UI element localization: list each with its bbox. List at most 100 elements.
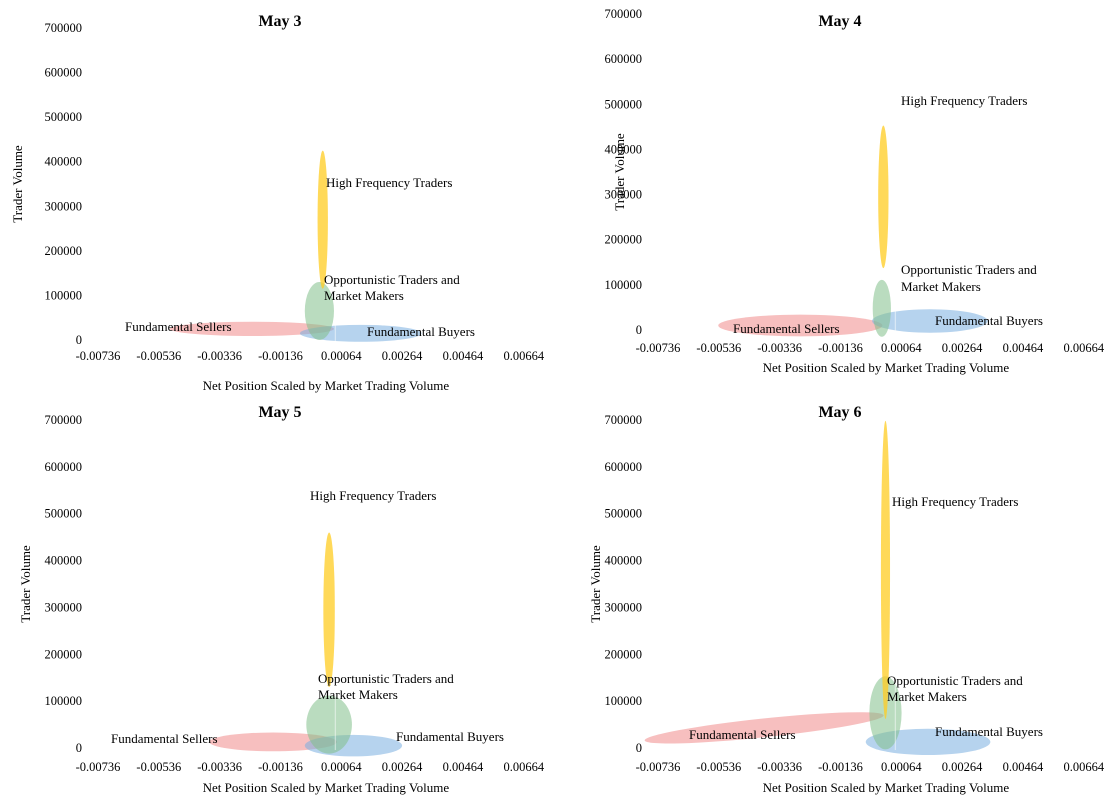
x-tick-label: 0.00064: [881, 341, 922, 355]
chart-svg: May 5 0 100000 200000 300000 400000 500000 6000…: [18, 404, 545, 795]
y-tick-label: 500000: [605, 97, 643, 111]
y-tick-label: 700000: [45, 413, 83, 427]
fundamental-sellers-label: Fundamental Sellers: [111, 731, 218, 746]
y-axis-label: Trader Volume: [18, 545, 33, 623]
fundamental-sellers-label: Fundamental Sellers: [689, 727, 796, 742]
y-tick-label: 200000: [45, 244, 83, 258]
high-frequency-traders-label: High Frequency Traders: [892, 494, 1018, 509]
chart-panel-3: May 5 0 100000 200000 300000 400000 500000 6000…: [0, 400, 560, 799]
fundamental-buyers-label: Fundamental Buyers: [396, 729, 504, 744]
y-tick-label: 400000: [45, 554, 83, 568]
y-tick-label: 400000: [605, 554, 643, 568]
y-tick-label: 300000: [45, 199, 83, 213]
y-tick-label: 100000: [45, 694, 83, 708]
chart-title: May 6: [818, 404, 861, 421]
y-tick-label: 500000: [45, 110, 83, 124]
high-frequency-traders-ellipse: [878, 125, 889, 269]
y-tick-label: 500000: [45, 507, 83, 521]
y-axis-label: Trader Volume: [588, 545, 603, 623]
x-tick-label: -0.00536: [696, 760, 741, 774]
y-tick-label: 600000: [605, 460, 643, 474]
chart-title: May 4: [818, 13, 861, 30]
x-tick-label: -0.00136: [258, 760, 303, 774]
x-tick-label: -0.00536: [136, 760, 181, 774]
y-tick-label: 700000: [605, 7, 643, 21]
opportunistic-traders-label-line1: Opportunistic Traders and: [901, 262, 1037, 277]
y-tick-label: 100000: [45, 288, 83, 302]
high-frequency-traders-label: High Frequency Traders: [901, 93, 1027, 108]
y-tick-label: 0: [76, 741, 82, 755]
x-tick-label: -0.00336: [197, 760, 242, 774]
high-frequency-traders-label: High Frequency Traders: [310, 488, 436, 503]
y-tick-label: 200000: [45, 647, 83, 661]
x-tick-label: -0.00336: [757, 760, 802, 774]
fundamental-sellers-label: Fundamental Sellers: [125, 319, 232, 334]
x-tick-label: 0.00064: [881, 760, 922, 774]
x-tick-label: 0.00464: [443, 349, 484, 363]
fundamental-buyers-label: Fundamental Buyers: [367, 324, 475, 339]
opportunistic-traders-label-line1: Opportunistic Traders and: [887, 673, 1023, 688]
x-tick-label: 0.00464: [443, 760, 484, 774]
chart-svg: May 3 0 100000 200000 300000 400000 500000 6000…: [10, 13, 545, 393]
fundamental-sellers-ellipse: [169, 321, 334, 336]
x-tick-label: 0.00464: [1003, 341, 1044, 355]
x-tick-label: 0.00264: [942, 760, 983, 774]
y-tick-label: 600000: [45, 460, 83, 474]
x-tick-label: 0.00664: [503, 349, 544, 363]
chart-svg: May 6 0 100000 200000 300000 400000 500000 6000…: [588, 404, 1105, 795]
y-tick-label: 400000: [605, 142, 643, 156]
x-tick-label: -0.00536: [696, 341, 741, 355]
y-tick-label: 700000: [45, 21, 83, 35]
chart-panel-2: May 4 0 100000 200000 300000 400000 500000 6000…: [560, 0, 1120, 400]
fundamental-sellers-ellipse: [718, 314, 883, 337]
x-tick-label: -0.00336: [197, 349, 242, 363]
fundamental-sellers-label: Fundamental Sellers: [733, 321, 840, 336]
x-tick-label: 0.00464: [1003, 760, 1044, 774]
x-tick-label: 0.00664: [1063, 760, 1104, 774]
x-axis-label: Net Position Scaled by Market Trading Vo…: [763, 780, 1010, 795]
x-tick-label: 0.00064: [321, 349, 362, 363]
x-tick-label: -0.00136: [818, 760, 863, 774]
x-tick-label: -0.00536: [136, 349, 181, 363]
y-tick-label: 400000: [45, 155, 83, 169]
opportunistic-traders-label-line2: Market Makers: [324, 288, 404, 303]
y-tick-label: 200000: [605, 233, 643, 247]
y-axis-label: Trader Volume: [10, 145, 25, 223]
y-tick-label: 100000: [605, 278, 643, 292]
x-tick-label: 0.00264: [382, 760, 423, 774]
y-tick-label: 0: [636, 323, 642, 337]
chart-panel-4: May 6 0 100000 200000 300000 400000 500000 6000…: [560, 400, 1120, 799]
high-frequency-traders-label: High Frequency Traders: [326, 175, 452, 190]
y-tick-label: 700000: [605, 413, 643, 427]
y-tick-label: 500000: [605, 507, 643, 521]
x-axis-label: Net Position Scaled by Market Trading Vo…: [763, 360, 1010, 375]
high-frequency-traders-ellipse: [880, 420, 891, 719]
opportunistic-traders-label-line2: Market Makers: [318, 687, 398, 702]
x-axis-label: Net Position Scaled by Market Trading Vo…: [203, 378, 450, 393]
x-tick-label: -0.00336: [757, 341, 802, 355]
high-frequency-traders-ellipse: [323, 532, 335, 688]
opportunistic-traders-ellipse: [304, 282, 334, 340]
y-axis-label: Trader Volume: [612, 133, 627, 211]
high-frequency-traders-ellipse: [317, 150, 328, 289]
opportunistic-traders-ellipse: [306, 695, 352, 754]
x-tick-label: -0.00736: [76, 349, 121, 363]
opportunistic-traders-label-line1: Opportunistic Traders and: [324, 272, 460, 287]
y-tick-label: 600000: [605, 52, 643, 66]
x-tick-label: 0.00664: [503, 760, 544, 774]
x-axis-label: Net Position Scaled by Market Trading Vo…: [203, 780, 450, 795]
opportunistic-traders-ellipse: [872, 279, 891, 337]
x-tick-label: -0.00736: [636, 341, 681, 355]
chart-svg: May 4 0 100000 200000 300000 400000 500000 6000…: [605, 7, 1105, 375]
chart-title: May 5: [258, 404, 301, 421]
x-tick-label: -0.00736: [76, 760, 121, 774]
chart-title: May 3: [258, 13, 301, 30]
chart-panel-1: May 3 0 100000 200000 300000 400000 500000 6000…: [0, 0, 560, 400]
x-tick-label: -0.00736: [636, 760, 681, 774]
y-tick-label: 600000: [45, 66, 83, 80]
opportunistic-traders-label-line1: Opportunistic Traders and: [318, 671, 454, 686]
x-tick-label: 0.00264: [382, 349, 423, 363]
x-tick-label: 0.00064: [321, 760, 362, 774]
x-tick-label: -0.00136: [258, 349, 303, 363]
fundamental-buyers-label: Fundamental Buyers: [935, 724, 1043, 739]
